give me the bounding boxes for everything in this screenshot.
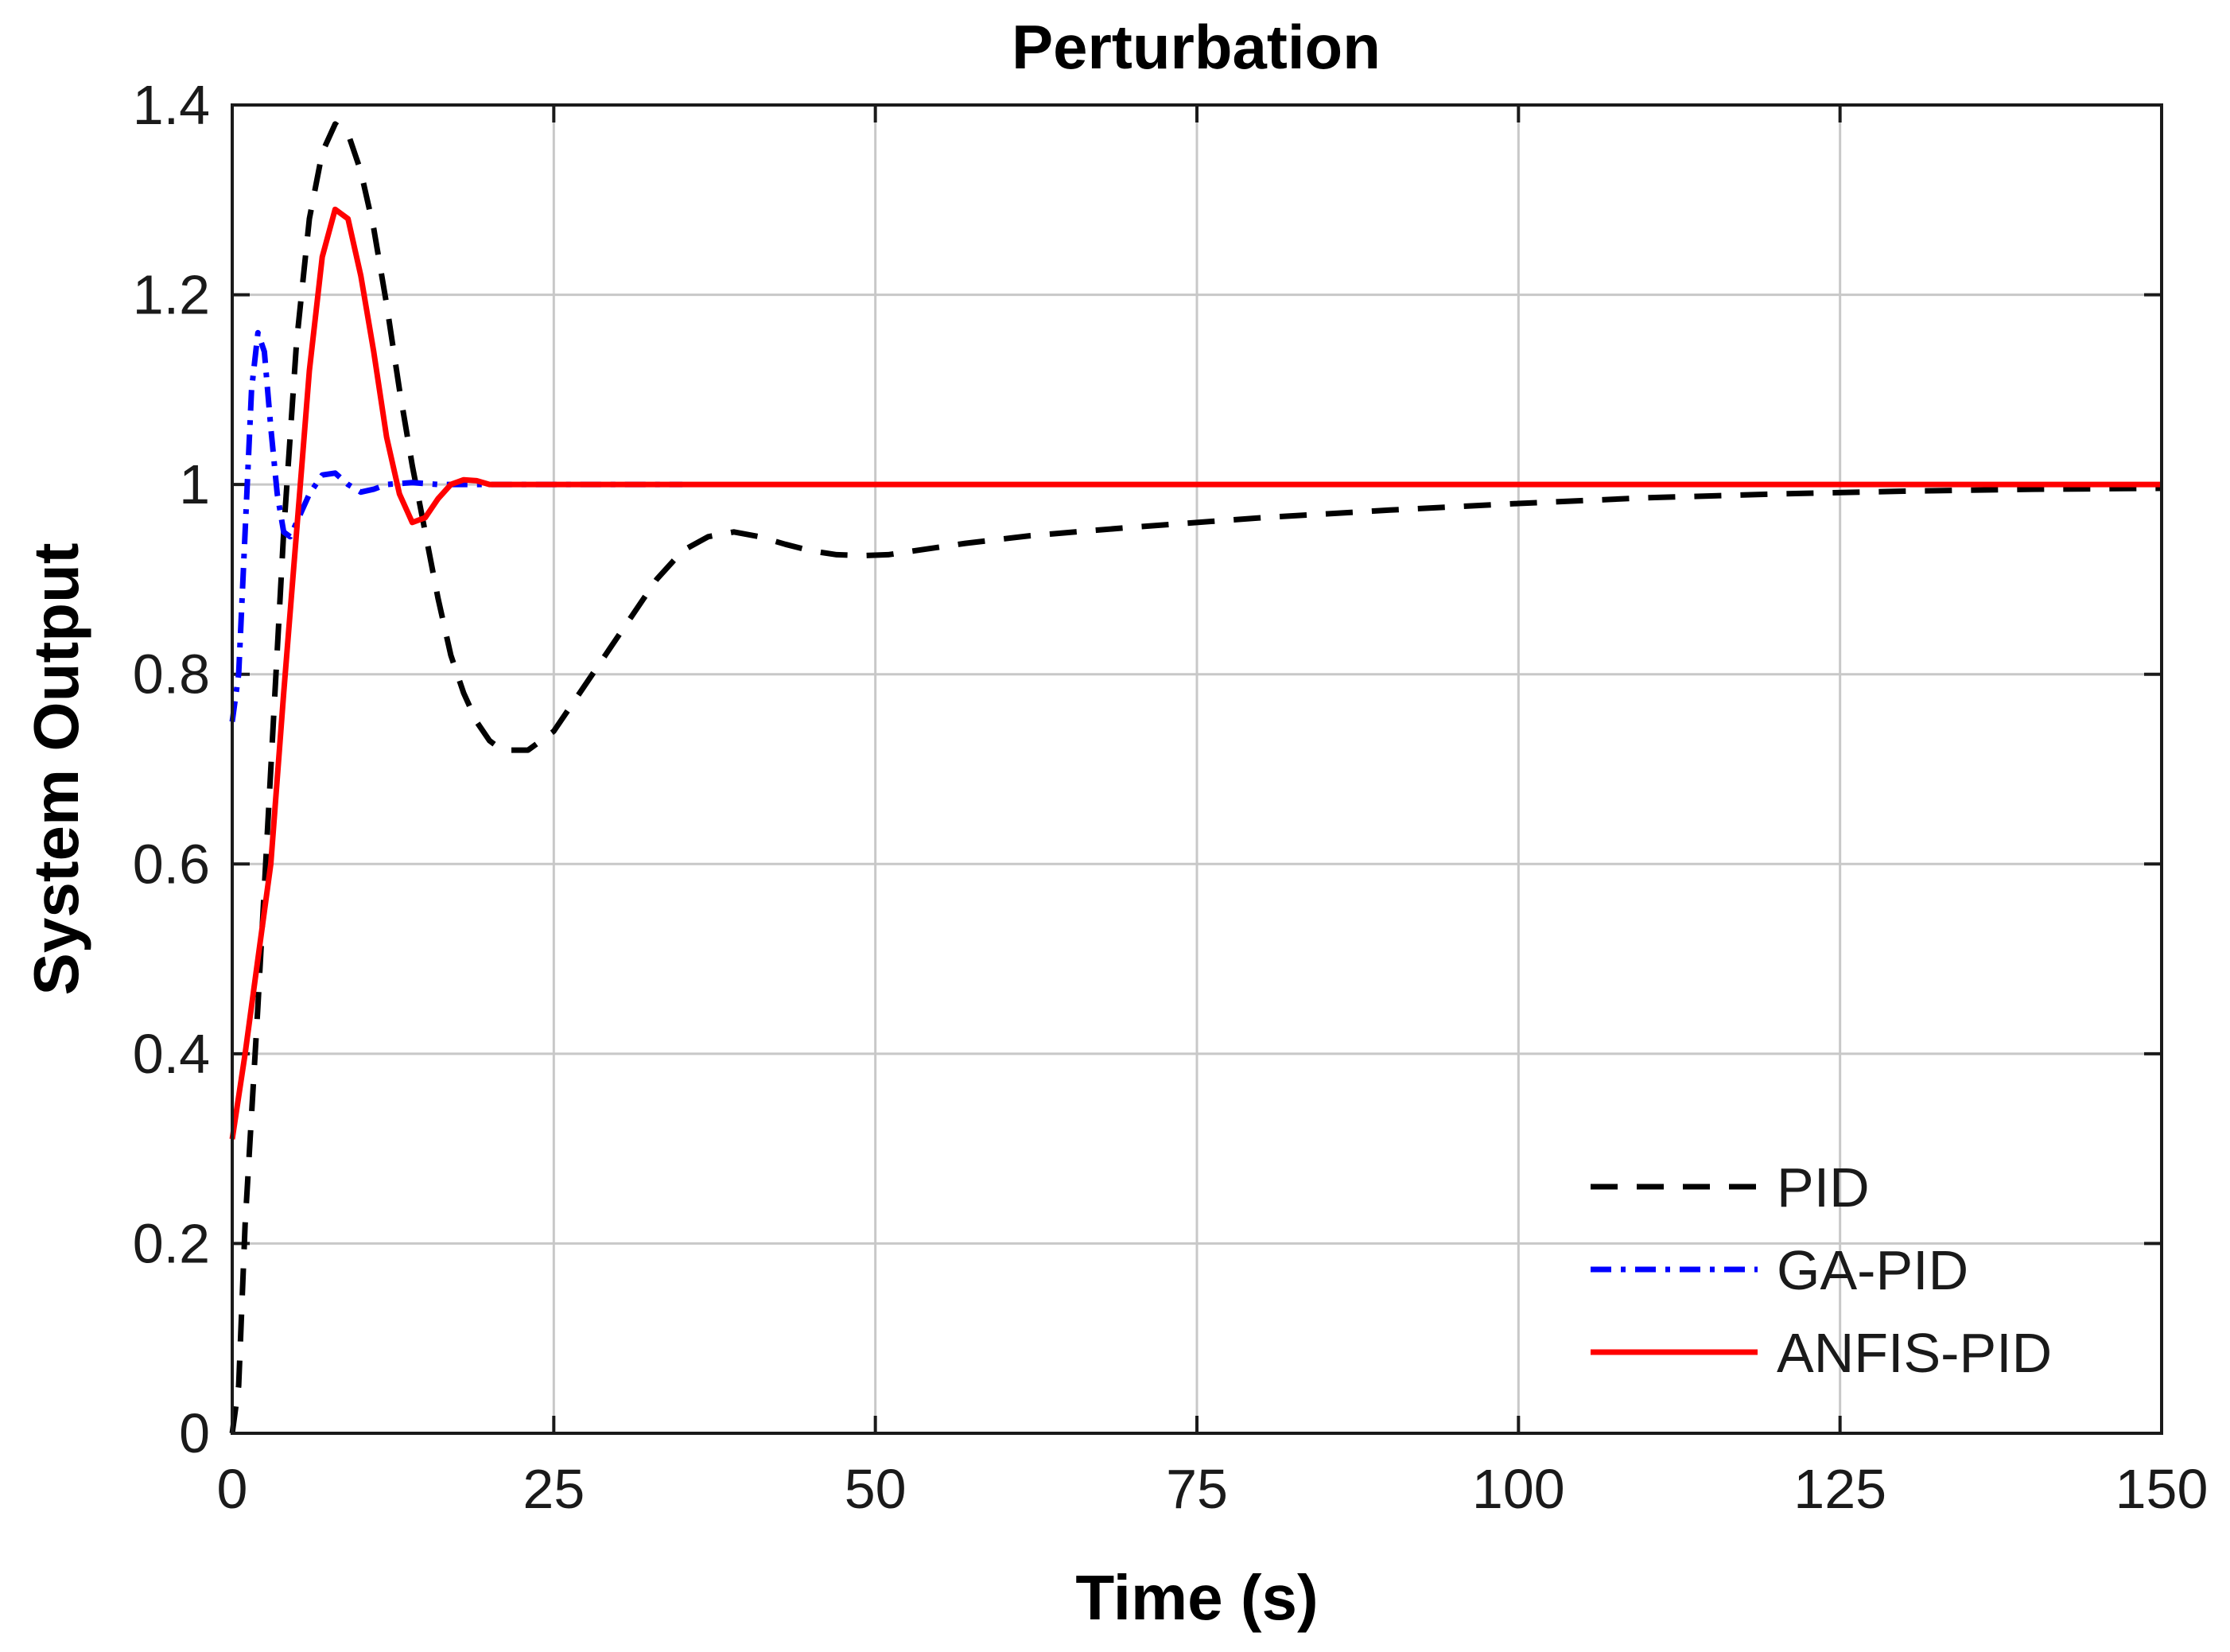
y-tick-label: 0.6: [133, 833, 210, 895]
y-axis-label: System Output: [21, 543, 91, 996]
series-lines: [229, 121, 2162, 1434]
series-line-ga-pid: [229, 329, 683, 722]
legend-label: ANFIS-PID: [1777, 1322, 2052, 1384]
legend-label: GA-PID: [1777, 1239, 1968, 1301]
x-tick-label: 50: [845, 1458, 907, 1520]
series-line-pid: [229, 121, 2162, 1434]
y-tick-label: 1.4: [133, 74, 210, 136]
x-tick-label: 150: [2115, 1458, 2209, 1520]
x-tick-label: 25: [523, 1458, 585, 1520]
x-tick-label: 100: [1472, 1458, 1565, 1520]
ticks: 0 25 50 75 100 125 150 0 0.2 0.4 0.6 0.8 1 1.2 1.4: [133, 74, 2209, 1520]
y-tick-label: 0: [179, 1402, 210, 1464]
x-tick-label: 0: [217, 1458, 248, 1520]
legend-label: PID: [1777, 1156, 1870, 1219]
y-tick-label: 1: [179, 453, 210, 515]
x-tick-label: 75: [1166, 1458, 1228, 1520]
chart-title: Perturbation: [1012, 12, 1381, 82]
y-tick-label: 1.2: [133, 264, 210, 326]
y-tick-label: 0.4: [133, 1023, 210, 1085]
y-tick-label: 0.8: [133, 643, 210, 706]
x-tick-label: 125: [1793, 1458, 1886, 1520]
y-tick-label: 0.2: [133, 1212, 210, 1274]
plot-frame: [231, 103, 2163, 1435]
x-axis-label: Time (s): [1075, 1562, 1318, 1633]
legend: PID GA-PID ANFIS-PID: [1591, 1156, 2052, 1384]
series-line-anfis-pid: [229, 206, 2162, 1140]
